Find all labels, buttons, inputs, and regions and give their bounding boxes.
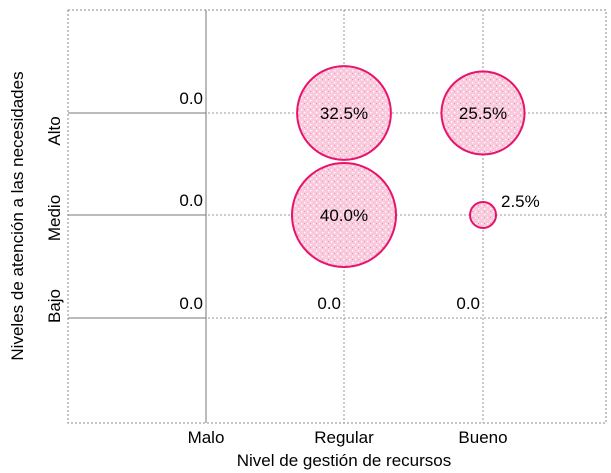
x-tick-regular: Regular xyxy=(314,428,374,447)
y-tick-bajo: Bajo xyxy=(45,289,64,323)
bubble-bueno-medio xyxy=(469,201,497,229)
value-label-regular-medio: 40.0% xyxy=(320,206,368,225)
x-tick-malo: Malo xyxy=(188,428,225,447)
bubble-regular-medio xyxy=(291,162,397,268)
value-label-bueno-bajo: 0.0 xyxy=(456,294,480,313)
y-axis-label: Niveles de atención a las necesidades xyxy=(8,71,27,360)
value-label-malo-bajo: 0.0 xyxy=(179,294,203,313)
value-label-malo-alto: 0.0 xyxy=(179,89,203,108)
value-label-bueno-alto: 25.5% xyxy=(459,104,507,123)
value-label-regular-alto: 32.5% xyxy=(320,104,368,123)
bubble-bueno-alto xyxy=(440,70,526,156)
value-labels: 0.0 0.0 0.0 32.5% 40.0% 0.0 25.5% 2.5% 0.0 xyxy=(179,89,539,313)
y-tick-medio: Medio xyxy=(45,195,64,241)
value-label-regular-bajo: 0.0 xyxy=(317,294,341,313)
value-label-bueno-medio: 2.5% xyxy=(501,192,540,211)
value-label-malo-medio: 0.0 xyxy=(179,191,203,210)
bubble-regular-alto xyxy=(296,65,392,161)
x-tick-bueno: Bueno xyxy=(458,428,507,447)
y-tick-labels: Bajo Medio Alto xyxy=(45,116,64,323)
bubbles xyxy=(291,65,526,268)
x-tick-labels: Malo Regular Bueno xyxy=(188,428,508,447)
y-tick-alto: Alto xyxy=(45,116,64,145)
x-axis-label: Nivel de gestión de recursos xyxy=(237,451,452,470)
